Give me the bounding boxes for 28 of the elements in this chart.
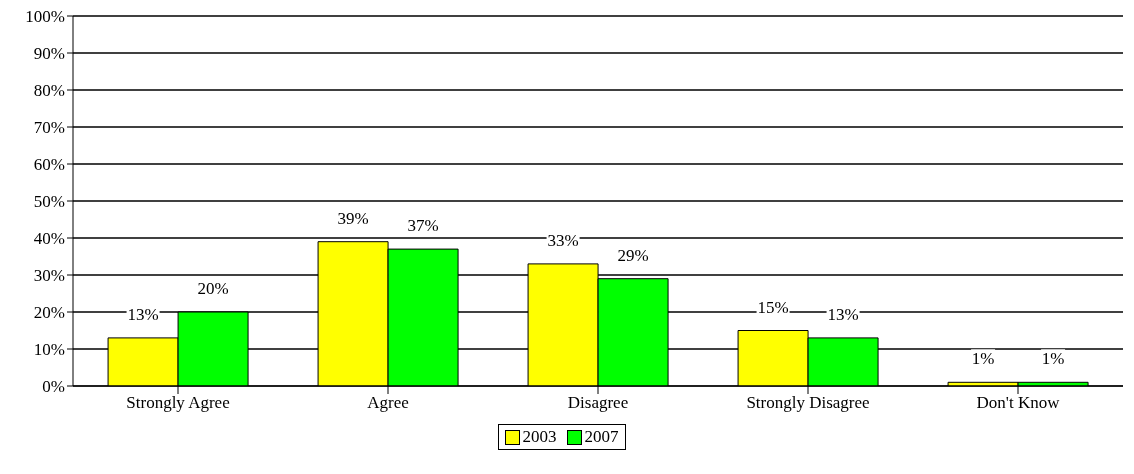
legend-label: 2003 [522,427,557,447]
y-tick-label: 40% [33,229,65,249]
x-tick-label: Don't Know [976,393,1061,413]
y-tick-label: 50% [33,192,65,212]
data-label: 33% [547,230,579,250]
y-tick-label: 80% [33,81,65,101]
y-tick-label: 60% [33,155,65,175]
y-tick-label: 70% [33,118,65,138]
data-label: 13% [127,304,159,324]
y-tick-label: 0% [42,377,65,397]
data-label: 13% [827,304,859,324]
data-label: 1% [971,349,995,369]
y-tick-label: 10% [33,340,65,360]
x-tick-label: Disagree [567,393,629,413]
y-tick-label: 20% [33,303,65,323]
x-tick-label: Strongly Agree [126,393,230,413]
data-label: 39% [337,208,369,228]
data-label: 15% [757,297,789,317]
x-tick-label: Strongly Disagree [746,393,870,413]
legend-label: 2007 [584,427,619,447]
x-tick-label: Agree [367,393,409,413]
data-label: 20% [197,279,229,298]
y-tick-label: 100% [25,7,65,27]
data-label: 1% [1041,349,1065,369]
y-tick-label: 30% [33,266,65,286]
data-label: 29% [617,245,649,265]
data-label: 37% [407,216,439,236]
y-tick-label: 90% [33,44,65,64]
